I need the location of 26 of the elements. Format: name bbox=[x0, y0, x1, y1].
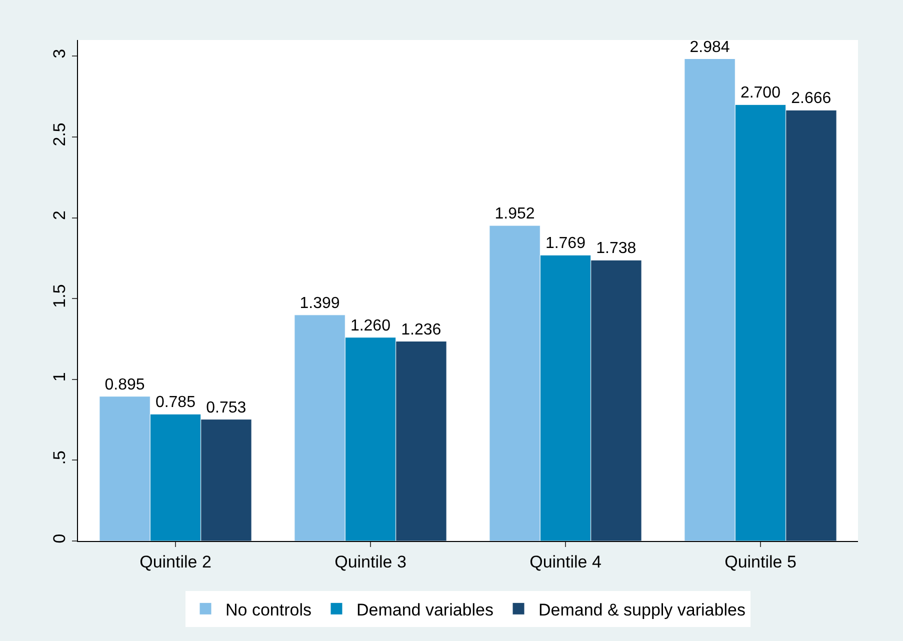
y-tick-label: 1.5 bbox=[50, 284, 70, 308]
data-label: 2.700 bbox=[740, 84, 781, 102]
y-tick-label: 1 bbox=[50, 372, 70, 382]
data-label: 1.769 bbox=[545, 235, 586, 252]
data-label: 1.260 bbox=[350, 317, 391, 334]
data-label: 2.984 bbox=[690, 38, 730, 56]
data-label: 2.666 bbox=[791, 90, 832, 108]
y-tick-label: .5 bbox=[50, 450, 70, 465]
data-label: 0.785 bbox=[155, 394, 196, 412]
y-tick-label: 2.5 bbox=[50, 122, 70, 146]
x-tick-label: Quintile 5 bbox=[724, 552, 796, 572]
data-label: 0.895 bbox=[104, 376, 145, 394]
data-label: 1.952 bbox=[494, 206, 535, 223]
x-tick-label: Quintile 4 bbox=[530, 552, 602, 572]
data-label: 1.236 bbox=[401, 321, 442, 338]
y-tick-label: 3 bbox=[50, 48, 70, 58]
legend-label: Demand & supply variables bbox=[538, 600, 746, 620]
y-tick-label: 0 bbox=[50, 534, 70, 544]
x-tick-label: Quintile 3 bbox=[334, 552, 406, 572]
data-label: 1.399 bbox=[300, 294, 340, 312]
legend-label: Demand variables bbox=[356, 600, 494, 620]
data-label: 0.753 bbox=[206, 399, 246, 416]
data-label: 1.738 bbox=[596, 240, 636, 258]
legend-label: No controls bbox=[226, 600, 312, 620]
x-tick-label: Quintile 2 bbox=[140, 552, 212, 572]
y-tick-label: 2 bbox=[50, 210, 70, 220]
